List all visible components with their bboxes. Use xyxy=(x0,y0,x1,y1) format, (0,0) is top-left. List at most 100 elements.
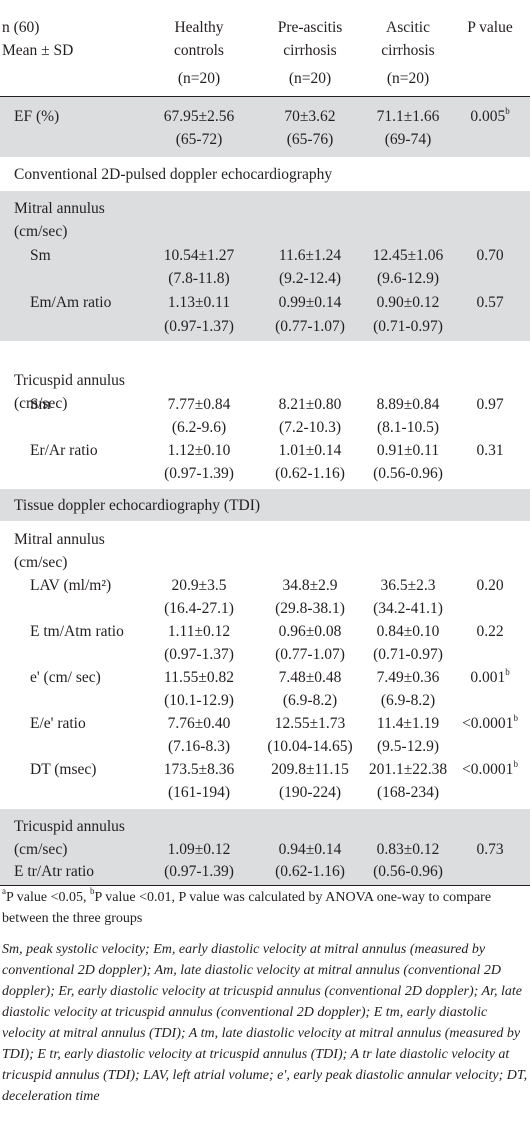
cell-range: (0.97-1.39) xyxy=(164,465,234,482)
row-label: Er/Ar ratio xyxy=(30,442,98,459)
cell-range: (6.2-9.6) xyxy=(171,419,227,436)
cell-value: 12.55±1.73 xyxy=(274,715,346,732)
table-bottom-rule xyxy=(0,885,530,886)
row-label: Em/Am ratio xyxy=(30,294,112,311)
cell-value: 0.96±0.08 xyxy=(278,623,342,640)
header-col3-n: (n=20) xyxy=(386,70,430,87)
header-col3-line1: Ascitic xyxy=(386,19,430,36)
row-label: LAV (ml/m²) xyxy=(30,577,112,594)
cell-pvalue: <0.0001b xyxy=(462,712,518,732)
header-col2-line2: cirrhosis xyxy=(283,42,337,59)
cell-range: (161-194) xyxy=(168,784,230,801)
table-header: n (60) Mean ± SD Healthy controls (n=20)… xyxy=(0,14,530,94)
section-title: Tissue doppler echocardiography (TDI) xyxy=(14,497,261,514)
cell-value: 71.1±1.66 xyxy=(376,108,440,125)
row-label: e' (cm/ sec) xyxy=(30,669,101,686)
cell-range: (8.1-10.5) xyxy=(377,419,439,436)
cell-pvalue: 0.005b xyxy=(470,105,510,125)
group-unit: (cm/sec) xyxy=(14,395,68,412)
cell-value: 209.8±11.15 xyxy=(271,761,349,778)
row-label: E tr/Atr ratio xyxy=(14,863,95,880)
group-tricuspid-conventional: Tricuspid annulus (cm/sec) xyxy=(0,341,530,489)
cell-value: 34.8±2.9 xyxy=(282,577,338,594)
group-tricuspid-conventional-rows: Sm 7.77±0.84 (6.2-9.6) 8.21±0.80 (7.2-10… xyxy=(0,365,530,489)
cell-range: (0.97-1.37) xyxy=(164,318,234,335)
group-mitral-conventional-tail: (0.97-1.37) (0.77-1.07) (0.71-0.97) xyxy=(0,316,530,341)
cell-value: 1.09±0.12 xyxy=(167,841,231,858)
header-divider xyxy=(0,96,530,97)
header-mean-sd: Mean ± SD xyxy=(2,42,74,59)
section-heading: Tissue doppler echocardiography (TDI) xyxy=(0,489,530,521)
cell-range: (7.8-11.8) xyxy=(168,270,230,287)
row-label: EF (%) xyxy=(14,108,60,125)
cell-range: (0.71-0.97) xyxy=(373,646,443,663)
row-label: DT (msec) xyxy=(30,761,97,778)
group-tricuspid-tdi: Tricuspid annulus (cm/sec) E tr/Atr rati… xyxy=(0,809,530,885)
cell-range: (34.2-41.1) xyxy=(373,600,443,617)
cell-value: 7.77±0.84 xyxy=(167,396,231,413)
cell-range: (9.5-12.9) xyxy=(377,738,439,755)
row-label: Sm xyxy=(30,247,51,264)
cell-pvalue: 0.57 xyxy=(476,294,504,311)
cell-value: 1.13±0.11 xyxy=(167,294,231,311)
cell-value: 67.95±2.56 xyxy=(163,108,235,125)
header-col1-line1: Healthy xyxy=(174,19,224,36)
cell-value: 1.01±0.14 xyxy=(278,442,342,459)
cell-range: (0.77-1.07) xyxy=(275,646,345,663)
cell-pvalue: 0.70 xyxy=(476,247,504,264)
header-col1-line2: controls xyxy=(174,42,224,59)
cell-range: (0.97-1.39) xyxy=(164,863,234,880)
cell-range: (65-72) xyxy=(175,131,223,148)
cell-range: (9.6-12.9) xyxy=(377,270,439,287)
row-label: Sm xyxy=(30,396,51,413)
cell-range: (190-224) xyxy=(279,784,341,801)
group-unit: (cm/sec) xyxy=(14,223,68,240)
cell-value: 0.84±0.10 xyxy=(376,623,440,640)
cell-range: (7.16-8.3) xyxy=(168,738,230,755)
header-col3-line2: cirrhosis xyxy=(381,42,435,59)
cell-value: 8.21±0.80 xyxy=(278,396,342,413)
cell-value: 11.55±0.82 xyxy=(164,669,234,686)
cell-range: (69-74) xyxy=(384,131,432,148)
cell-range: (0.56-0.96) xyxy=(373,465,443,482)
cell-value: 173.5±8.36 xyxy=(163,761,235,778)
cell-value: 7.76±0.40 xyxy=(167,715,231,732)
cell-pvalue: 0.22 xyxy=(476,623,504,640)
cell-range: (6.9-8.2) xyxy=(380,692,436,709)
cell-value: 201.1±22.38 xyxy=(368,761,448,778)
header-col2-n: (n=20) xyxy=(288,70,332,87)
cell-range: (0.77-1.07) xyxy=(275,318,345,335)
cell-range: (29.8-38.1) xyxy=(275,600,345,617)
cell-range: (65-76) xyxy=(286,131,334,148)
cell-value: 10.54±1.27 xyxy=(163,247,235,264)
cell-value: 0.99±0.14 xyxy=(278,294,342,311)
header-n: n (60) xyxy=(2,19,40,36)
cell-pvalue: 0.001b xyxy=(470,666,510,686)
cell-value: 8.89±0.84 xyxy=(376,396,440,413)
cell-range: (6.9-8.2) xyxy=(282,692,338,709)
cell-range: (0.56-0.96) xyxy=(373,863,443,880)
cell-value: 70±3.62 xyxy=(284,108,336,125)
cell-value: 0.94±0.14 xyxy=(278,841,342,858)
row-label: E tm/Atm ratio xyxy=(30,623,124,640)
cell-value: 7.48±0.48 xyxy=(278,669,342,686)
group-mitral-conventional: Mitral annulus (cm/sec) Sm 10.54±1.27 (7… xyxy=(0,191,530,316)
cell-range: (10.1-12.9) xyxy=(164,692,234,709)
cell-value: 7.49±0.36 xyxy=(376,669,440,686)
cell-value: 0.83±0.12 xyxy=(376,841,440,858)
group-unit: (cm/sec) xyxy=(14,554,68,571)
group-unit: (cm/sec) xyxy=(14,841,68,858)
group-mitral-tdi: Mitral annulus (cm/sec) LAV (ml/m²) 20.9… xyxy=(0,521,530,809)
row-label: E/e' ratio xyxy=(30,715,86,732)
cell-pvalue: 0.73 xyxy=(476,841,504,858)
cell-value: 12.45±1.06 xyxy=(372,247,444,264)
cell-value: 11.6±1.24 xyxy=(278,247,342,264)
cell-value: 0.90±0.12 xyxy=(376,294,440,311)
group-title: Mitral annulus xyxy=(14,531,105,548)
cell-range: (10.04-14.65) xyxy=(267,738,353,755)
header-col2-line1: Pre-ascitis xyxy=(277,19,343,36)
group-title: Mitral annulus xyxy=(14,200,105,217)
cell-value: 1.11±0.12 xyxy=(167,623,231,640)
cell-value: 20.9±3.5 xyxy=(171,577,227,594)
abbreviations-note: Sm, peak systolic velocity; Em, early di… xyxy=(2,942,528,1104)
